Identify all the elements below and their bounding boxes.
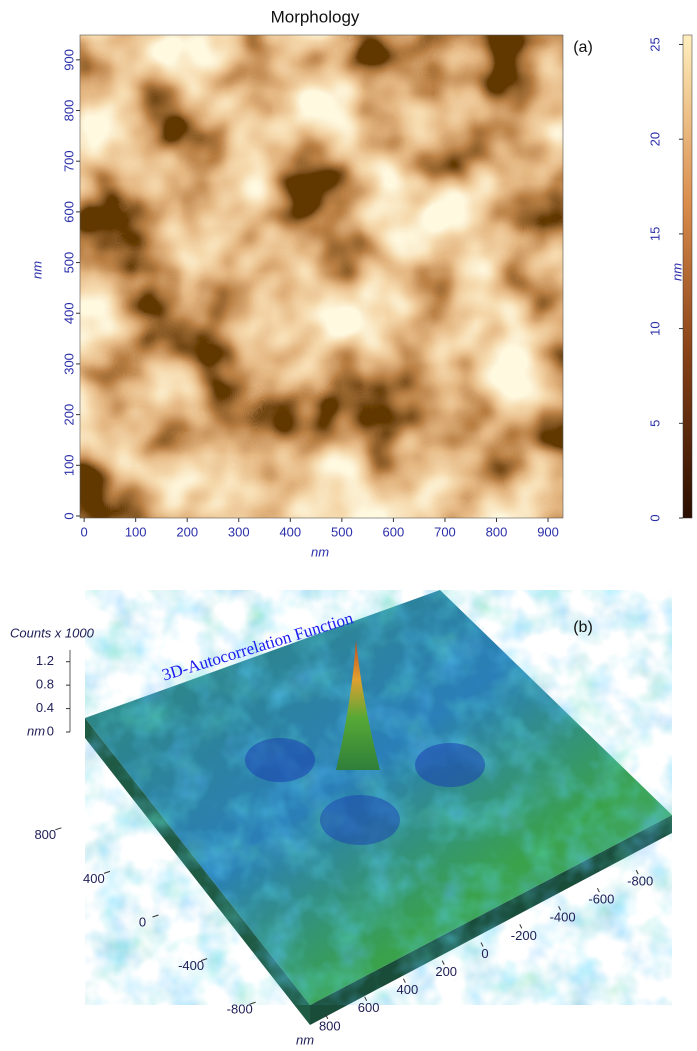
x-axis-label: nm	[311, 544, 329, 559]
afm-image	[80, 35, 563, 518]
x-tick	[558, 906, 562, 911]
y-tick-label: -400	[178, 958, 204, 973]
x-tick	[519, 924, 523, 929]
y-tick-label: 400	[61, 302, 76, 324]
z-tick-label: 0	[47, 723, 54, 738]
colorbar-tick-label: 0	[647, 514, 662, 521]
colorbar-tick-label: 10	[647, 321, 662, 335]
z-tick-label: 0.8	[36, 677, 54, 692]
z-tick-label: 0.4	[36, 700, 54, 715]
x-tick	[364, 996, 368, 1002]
x-tick	[480, 942, 484, 947]
surface-side	[310, 815, 672, 1025]
x-tick-label: -600	[588, 892, 614, 907]
x-tick-label: 700	[434, 524, 456, 539]
colorbar-label: nm	[669, 263, 684, 281]
surface-pit	[415, 743, 485, 787]
y-tick-label: -800	[227, 1002, 253, 1017]
x-tick-label: -200	[511, 928, 537, 943]
y-tick	[152, 914, 159, 918]
y-tick-label: 800	[61, 100, 76, 122]
y-tick-label: 500	[61, 252, 76, 274]
x-tick-label: 600	[383, 524, 405, 539]
surface-pit	[320, 795, 400, 845]
x-tick-label: 800	[486, 524, 508, 539]
x-tick-label: 300	[228, 524, 250, 539]
y-axis-label: nm	[27, 723, 45, 738]
x-tick-label: 0	[81, 524, 88, 539]
y-tick	[249, 1001, 256, 1005]
z-tick-label: 1.2	[36, 653, 54, 668]
colorbar-tick-label: 20	[647, 132, 662, 146]
x-tick-label: 400	[279, 524, 301, 539]
x-tick-label: 200	[176, 524, 198, 539]
y-tick-label: 900	[61, 49, 76, 71]
x-tick-label: 400	[397, 982, 419, 997]
x-tick	[596, 887, 600, 893]
x-tick-label: 0	[481, 946, 488, 961]
x-tick	[325, 1014, 329, 1020]
x-tick-label: 500	[331, 524, 353, 539]
surface-peak	[336, 640, 380, 770]
x-tick-label: 200	[435, 964, 457, 979]
y-tick	[55, 827, 62, 831]
y-tick-label: 0	[139, 914, 146, 929]
x-tick-label: -400	[550, 910, 576, 925]
y-tick	[200, 958, 208, 962]
surface-side	[85, 718, 310, 1025]
y-tick-label: 800	[34, 827, 56, 842]
y-axis-label: nm	[29, 261, 44, 279]
panel-label: (a)	[573, 39, 593, 56]
surface-texture	[85, 590, 672, 1005]
x-tick	[441, 960, 445, 965]
x-tick	[635, 869, 639, 875]
z-axis-label: Counts x 1000	[10, 625, 95, 640]
x-tick-label: 600	[358, 1000, 380, 1015]
x-tick-label: 900	[537, 524, 559, 539]
y-tick-label: 0	[61, 512, 76, 519]
x-tick-label: 100	[125, 524, 147, 539]
y-tick-label: 700	[61, 150, 76, 172]
panel-title: Morphology	[271, 7, 360, 26]
x-tick-label: 800	[319, 1018, 341, 1033]
y-tick-label: 400	[83, 871, 105, 886]
x-tick-label: -800	[627, 874, 653, 889]
x-axis-label: nm	[296, 1032, 314, 1047]
y-tick	[103, 870, 111, 874]
plot-frame	[79, 34, 564, 519]
x-tick	[402, 978, 406, 983]
colorbar	[682, 34, 693, 519]
colorbar-tick-label: 15	[647, 227, 662, 241]
panel-label: (b)	[573, 619, 593, 636]
colorbar-tick-label: 25	[647, 37, 662, 51]
y-tick-label: 300	[61, 353, 76, 375]
y-tick-label: 100	[61, 454, 76, 476]
y-tick-label: 200	[61, 404, 76, 426]
surface-pit	[245, 738, 315, 782]
colorbar-tick-label: 5	[647, 420, 662, 427]
y-tick-label: 600	[61, 201, 76, 223]
